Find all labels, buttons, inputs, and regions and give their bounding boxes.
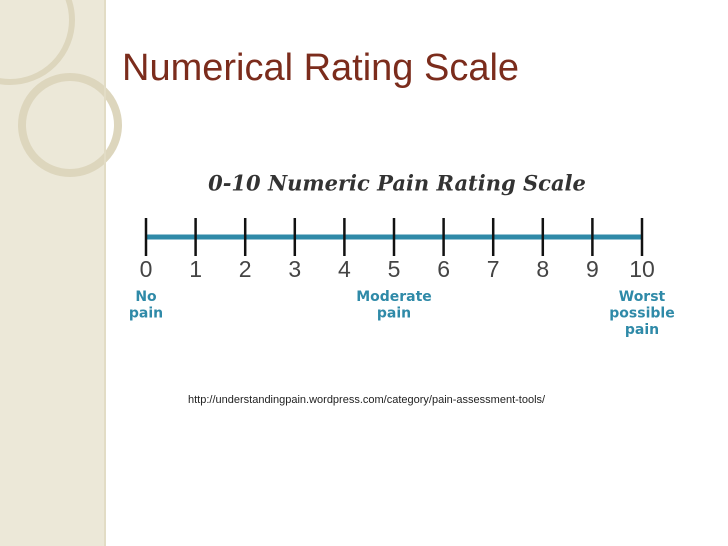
- tick-label: 5: [388, 256, 401, 282]
- tick-label: 1: [189, 256, 202, 282]
- tick-label: 10: [629, 256, 655, 282]
- tick-label: 6: [437, 256, 450, 282]
- anchor-label: pain: [625, 322, 659, 338]
- anchor-label: possible: [609, 306, 674, 322]
- slide-title: Numerical Rating Scale: [122, 47, 519, 89]
- anchor-label: Worst: [619, 289, 666, 305]
- scale-title: 0-10 Numeric Pain Rating Scale: [208, 171, 586, 196]
- decor-circle: [18, 73, 122, 177]
- decor-circle: [0, 0, 75, 85]
- source-url: http://understandingpain.wordpress.com/c…: [188, 394, 546, 406]
- anchor-label: Moderate: [356, 289, 432, 305]
- tick-label: 8: [536, 256, 549, 282]
- anchor-label: No: [135, 289, 157, 305]
- tick-label: 4: [338, 256, 351, 282]
- anchor-label: pain: [129, 306, 163, 322]
- anchor-label: pain: [377, 306, 411, 322]
- tick-label: 0: [140, 256, 153, 282]
- side-strip-shade: [0, 0, 105, 546]
- tick-label: 7: [487, 256, 500, 282]
- tick-label: 2: [239, 256, 252, 282]
- tick-label: 9: [586, 256, 599, 282]
- tick-label: 3: [288, 256, 301, 282]
